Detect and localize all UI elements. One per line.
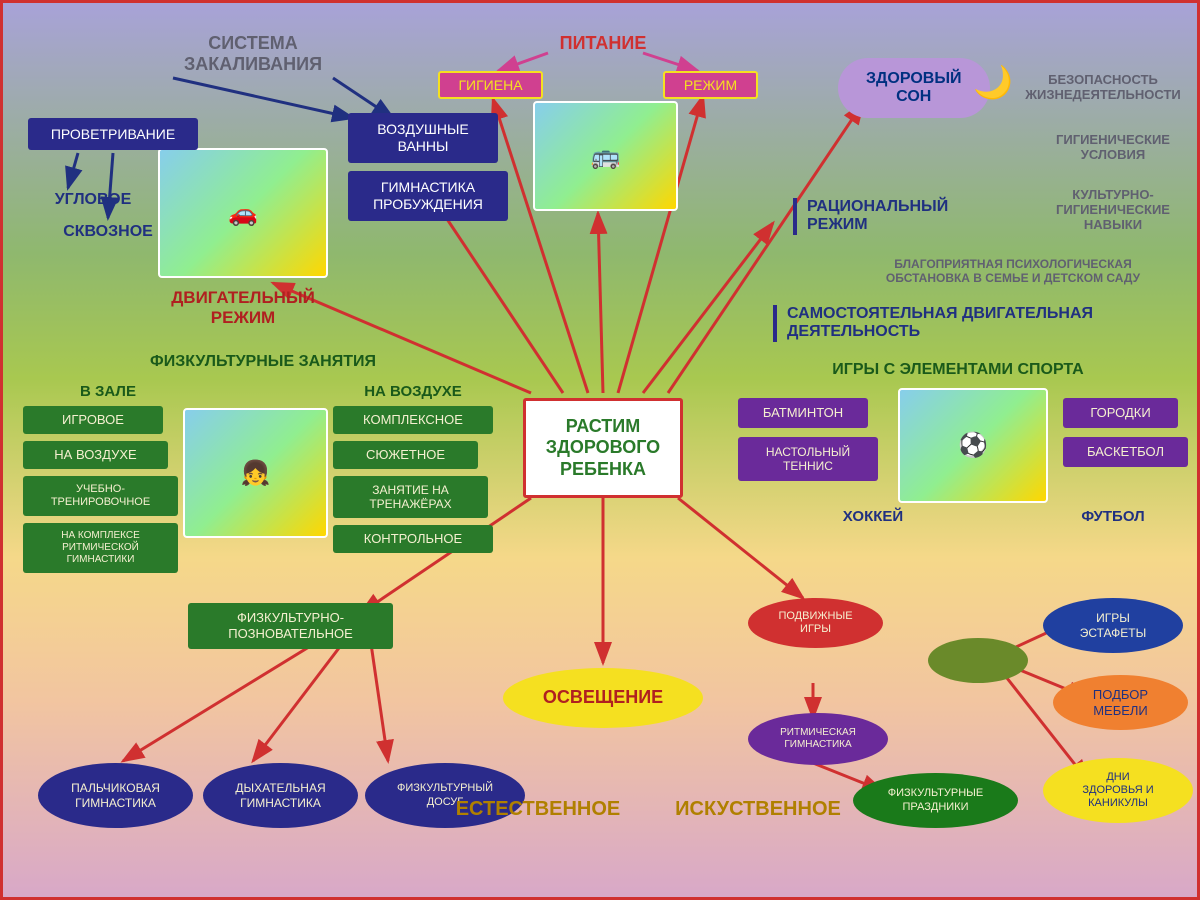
box-node: РЕЖИМ [663,71,758,99]
box-node: НА ВОЗДУХЕ [23,441,168,469]
text-label: ФИЗКУЛЬТУРНЫЕ ЗАНЯТИЯ [103,353,423,371]
box-node: НА КОМПЛЕКСЕ РИТМИЧЕСКОЙ ГИМНАСТИКИ [23,523,178,573]
text-label: ПИТАНИЕ [533,33,673,54]
ellipse-node: ДНИ ЗДОРОВЬЯ И КАНИКУЛЫ [1043,758,1193,823]
box-node: БАТМИНТОН [738,398,868,428]
text-label: ДВИГАТЕЛЬНЫЙ РЕЖИМ [148,288,338,327]
text-label: СИСТЕМА ЗАКАЛИВАНИЯ [143,33,363,74]
cloud-sleep: ЗДОРОВЫЙ СОН [838,58,990,118]
ellipse-node: ИГРЫ ЭСТАФЕТЫ [1043,598,1183,653]
illustration-placeholder: 🚌 [533,101,678,211]
center-node: РАСТИМ ЗДОРОВОГО РЕБЕНКА [523,398,683,498]
box-node: ЗАНЯТИЕ НА ТРЕНАЖЁРАХ [333,476,488,518]
box-node: ВОЗДУШНЫЕ ВАННЫ [348,113,498,163]
text-label: УГЛОВОЕ [33,191,153,209]
text-label: В ЗАЛЕ [58,383,158,400]
text-label: БЛАГОПРИЯТНАЯ ПСИХОЛОГИЧЕСКАЯ ОБСТАНОВКА… [833,258,1193,286]
text-label: ХОККЕЙ [823,508,923,525]
ellipse-node: ФИЗКУЛЬТУРНЫЕ ПРАЗДНИКИ [853,773,1018,828]
ellipse-node: ПОДВИЖНЫЕ ИГРЫ [748,598,883,648]
ellipse-node: РИТМИЧЕСКАЯ ГИМНАСТИКА [748,713,888,765]
box-node: ГИГИЕНА [438,71,543,99]
diagram-canvas: 🚗 🚌 👧 ⚽ РАСТИМ ЗДОРОВОГО РЕБЕНКА ПРОВЕТРИВАНИ… [0,0,1200,900]
illustration-placeholder: ⚽ [898,388,1048,503]
box-node: КОНТРОЛЬНОЕ [333,525,493,553]
illustration-placeholder: 👧 [183,408,328,538]
illustration-placeholder: 🚗 [158,148,328,278]
ellipse-node [928,638,1028,683]
ellipse-node: ПАЛЬЧИКОВАЯ ГИМНАСТИКА [38,763,193,828]
ellipse-node: ОСВЕЩЕНИЕ [503,668,703,728]
box-node: КОМПЛЕКСНОЕ [333,406,493,434]
text-label: СКВОЗНОЕ [43,223,173,241]
ellipse-node: ПОДБОР МЕБЕЛИ [1053,675,1188,730]
text-label: ГИГИЕНИЧЕСКИЕ УСЛОВИЯ [1023,133,1200,163]
text-label: ФУТБОЛ [1063,508,1163,525]
text-label: КУЛЬТУРНО- ГИГИЕНИЧЕСКИЕ НАВЫКИ [1023,188,1200,233]
text-label: БЕЗОПАСНОСТЬ ЖИЗНЕДЕЯТЕЛЬНОСТИ [1003,73,1200,103]
box-node: ГОРОДКИ [1063,398,1178,428]
text-label: НА ВОЗДУХЕ [343,383,483,400]
box-node: ПРОВЕТРИВАНИЕ [28,118,198,150]
text-label: ЕСТЕСТВЕННОЕ [423,798,653,821]
text-label: ИГРЫ С ЭЛЕМЕНТАМИ СПОРТА [773,361,1143,379]
box-node: ИГРОВОЕ [23,406,163,434]
text-label: РАЦИОНАЛЬНЫЙ РЕЖИМ [793,198,993,235]
moon-icon: 🌙 [973,63,1013,101]
ellipse-node: ДЫХАТЕЛЬНАЯ ГИМНАСТИКА [203,763,358,828]
box-node: ГИМНАСТИКА ПРОБУЖДЕНИЯ [348,171,508,221]
box-node: УЧЕБНО- ТРЕНИРОВОЧНОЕ [23,476,178,516]
text-label: ИСКУСТВЕННОЕ [643,798,873,821]
box-node: СЮЖЕТНОЕ [333,441,478,469]
box-node: ФИЗКУЛЬТУРНО- ПОЗНОВАТЕЛЬНОЕ [188,603,393,649]
box-node: БАСКЕТБОЛ [1063,437,1188,467]
box-node: НАСТОЛЬНЫЙ ТЕННИС [738,437,878,481]
text-label: САМОСТОЯТЕЛЬНАЯ ДВИГАТЕЛЬНАЯ ДЕЯТЕЛЬНОСТ… [773,305,1193,342]
